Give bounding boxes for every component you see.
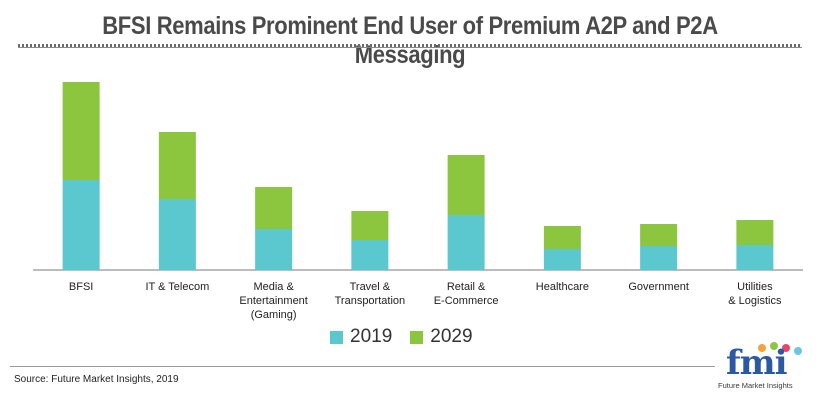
category-label-7: Utilities & Logistics <box>728 281 782 307</box>
category-label-line: IT & Telecom <box>145 281 209 293</box>
category-label-line: Media & <box>253 281 294 293</box>
category-label-line: E-Commerce <box>434 295 499 307</box>
category-label-line: Entertainment <box>239 295 307 307</box>
category-label-6: Government <box>628 281 689 293</box>
legend-label-2019: 2019 <box>350 326 393 347</box>
category-label-3: Travel & Transportation <box>335 281 406 307</box>
bar-2019-6 <box>640 246 678 270</box>
bar-2029-1 <box>158 132 196 199</box>
category-label-line: Government <box>628 281 689 293</box>
source-note: Source: Future Market Insights, 2019 <box>14 374 179 385</box>
category-label-line: Healthcare <box>536 281 589 293</box>
bar-2029-2 <box>255 187 293 229</box>
bar-2029-4 <box>447 155 485 215</box>
category-label-line: BFSI <box>69 281 93 293</box>
category-label-2: Media & Entertainment (Gaming) <box>239 281 307 321</box>
bar-2029-3 <box>351 211 389 240</box>
category-label-line: Transportation <box>335 295 406 307</box>
category-label-line: & Logistics <box>728 295 782 307</box>
bar-2029-6 <box>640 224 678 246</box>
category-label-1: IT & Telecom <box>145 281 209 293</box>
legend-item-2019: 2019 <box>330 326 392 348</box>
title-bar: BFSI Remains Prominent End User of Premi… <box>0 0 820 69</box>
bar-2029-0 <box>62 82 100 180</box>
legend-item-2029: 2029 <box>410 326 473 348</box>
category-label-line: (Gaming) <box>251 309 297 321</box>
legend-label-2029: 2029 <box>430 326 473 347</box>
category-label-4: Retail & E-Commerce <box>434 281 499 307</box>
bar-2019-5 <box>543 249 581 270</box>
category-label-line: Retail & <box>447 281 486 293</box>
title-divider <box>18 44 802 48</box>
stacked-bar-chart: BFSI IT & Telecom Media & Entertainment (Gam… <box>33 82 803 321</box>
bar-2019-1 <box>158 199 196 270</box>
bar-2019-0 <box>62 180 100 270</box>
logo-mark: fmi <box>726 343 788 383</box>
category-label-line: Travel & <box>350 281 391 293</box>
bar-2019-4 <box>447 215 485 270</box>
logo-dot-blue <box>794 347 802 355</box>
bar-2019-3 <box>351 240 389 270</box>
chart-legend: 2019 2029 <box>330 326 491 348</box>
category-label-line: Utilities <box>737 281 773 293</box>
bar-2029-5 <box>543 226 581 249</box>
title-underline <box>18 47 802 48</box>
bar-2019-7 <box>736 245 774 270</box>
logo-dot-orange <box>758 344 766 352</box>
category-label-0: BFSI <box>69 281 93 293</box>
legend-swatch-2019 <box>330 330 343 344</box>
legend-swatch-2029 <box>410 330 424 344</box>
fmi-logo: fmi Future Market Insights <box>718 340 818 396</box>
logo-caption: Future Market Insights <box>718 381 793 390</box>
bar-2019-2 <box>255 229 293 270</box>
logo-dot-pink <box>782 344 790 352</box>
logo-dot-green <box>770 342 778 350</box>
footer-divider <box>10 366 715 367</box>
category-label-5: Healthcare <box>536 281 589 293</box>
bar-2029-7 <box>736 220 774 245</box>
